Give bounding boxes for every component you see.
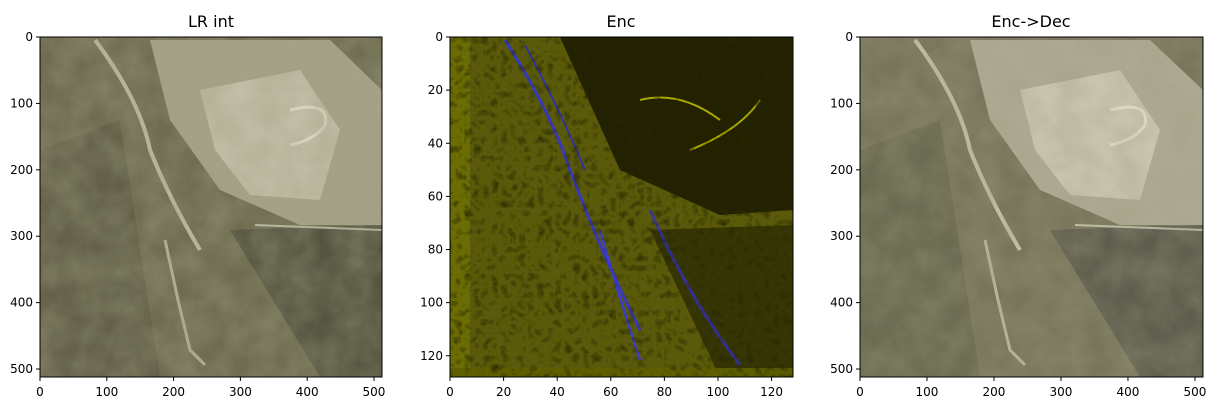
y-tick-label: 200 <box>10 163 33 177</box>
y-tick-label: 60 <box>428 189 443 203</box>
x-tick-label: 500 <box>363 385 386 399</box>
plot-frame <box>859 36 1204 378</box>
x-axis: 0 100 200 300 400 500 <box>36 377 385 399</box>
y-tick-label: 100 <box>10 96 33 110</box>
panel-enc-dec: Enc->Dec 0 100 200 300 400 500 0 100 200 300 400 5… <box>830 12 1206 399</box>
y-tick-label: 500 <box>10 362 33 376</box>
y-tick-label: 20 <box>428 83 443 97</box>
x-tick-label: 100 <box>916 385 939 399</box>
y-axis: 0 20 40 60 80 100 120 <box>420 30 450 363</box>
x-tick-label: 500 <box>1184 385 1207 399</box>
x-tick-label: 0 <box>446 385 454 399</box>
x-tick-label: 100 <box>95 385 118 399</box>
x-tick-label: 40 <box>550 385 565 399</box>
x-tick-label: 0 <box>36 385 44 399</box>
image-texture <box>40 37 382 377</box>
x-tick-label: 80 <box>657 385 672 399</box>
y-tick-label: 80 <box>428 243 443 257</box>
x-tick-label: 300 <box>1050 385 1073 399</box>
satellite-image <box>40 37 382 377</box>
y-tick-label: 40 <box>428 136 443 150</box>
x-tick-label: 200 <box>162 385 185 399</box>
panel-enc: Enc 0 20 40 60 80 100 120 0 20 40 60 80 100 120 <box>420 12 794 399</box>
y-axis: 0 100 200 300 400 500 <box>10 30 40 376</box>
panel-title: Enc <box>606 12 635 31</box>
reconstructed-image <box>860 37 1203 377</box>
y-tick-label: 0 <box>25 30 33 44</box>
x-tick-label: 60 <box>603 385 618 399</box>
panel-title: Enc->Dec <box>991 12 1070 31</box>
x-tick-label: 0 <box>856 385 864 399</box>
x-tick-label: 120 <box>760 385 783 399</box>
y-tick-label: 0 <box>435 30 443 44</box>
x-tick-label: 200 <box>983 385 1006 399</box>
y-tick-label: 0 <box>845 30 853 44</box>
y-tick-label: 400 <box>830 296 853 310</box>
y-axis: 0 100 200 300 400 500 <box>830 30 860 376</box>
x-tick-label: 20 <box>496 385 511 399</box>
y-tick-label: 400 <box>10 296 33 310</box>
y-tick-label: 300 <box>10 229 33 243</box>
y-tick-label: 100 <box>420 296 443 310</box>
encoding-image <box>450 37 793 377</box>
image-texture <box>450 37 793 377</box>
panel-title: LR int <box>188 12 234 31</box>
plot-frame <box>39 36 383 378</box>
image-texture <box>860 37 1203 377</box>
y-tick-label: 500 <box>830 362 853 376</box>
plot-frame <box>449 36 794 378</box>
x-tick-label: 400 <box>296 385 319 399</box>
x-tick-label: 100 <box>707 385 730 399</box>
y-tick-label: 100 <box>830 96 853 110</box>
x-tick-label: 400 <box>1117 385 1140 399</box>
y-tick-label: 120 <box>420 349 443 363</box>
y-tick-label: 300 <box>830 229 853 243</box>
x-axis: 0 100 200 300 400 500 <box>856 377 1206 399</box>
x-axis: 0 20 40 60 80 100 120 <box>446 377 783 399</box>
panel-lr-int: LR int 0 100 200 300 400 500 0 100 200 300 400 500 <box>10 12 385 399</box>
x-tick-label: 300 <box>229 385 252 399</box>
y-tick-label: 200 <box>830 163 853 177</box>
